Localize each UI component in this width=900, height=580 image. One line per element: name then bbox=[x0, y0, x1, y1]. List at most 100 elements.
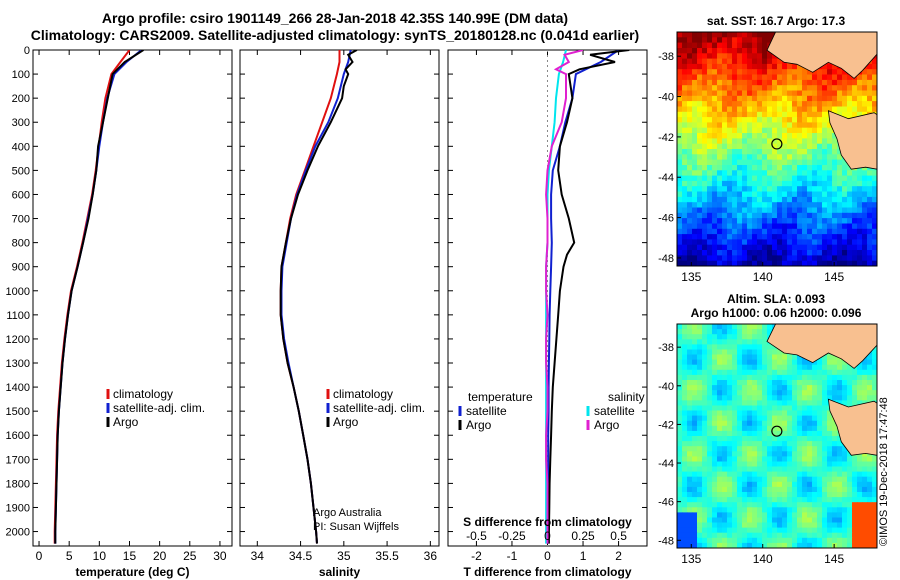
map-cell bbox=[737, 207, 743, 214]
map-cell bbox=[832, 502, 838, 508]
map-cell bbox=[757, 542, 763, 548]
map-cell bbox=[807, 400, 813, 407]
map-cell bbox=[782, 517, 788, 524]
map-cell bbox=[722, 364, 728, 371]
map-cell bbox=[812, 234, 818, 240]
x-tick-label: -2 bbox=[471, 549, 482, 563]
map-cell bbox=[807, 430, 813, 437]
map-cell bbox=[747, 63, 753, 70]
map-cell bbox=[697, 53, 703, 60]
map-cell bbox=[782, 369, 788, 376]
map-cell bbox=[802, 486, 808, 493]
map-cell bbox=[862, 244, 868, 251]
map-cell bbox=[692, 175, 698, 182]
map-cell bbox=[702, 138, 708, 145]
map-cell bbox=[872, 537, 877, 544]
map-y-tick-label: -44 bbox=[658, 172, 674, 184]
map-cell bbox=[702, 405, 708, 412]
map-cell bbox=[712, 165, 718, 171]
map-cell bbox=[727, 228, 733, 235]
map-cell bbox=[717, 234, 723, 240]
map-cell bbox=[827, 507, 833, 513]
map-cell bbox=[827, 63, 833, 70]
map-cell bbox=[857, 369, 863, 376]
map-cell bbox=[822, 364, 828, 371]
map-cell bbox=[762, 149, 768, 155]
map-cell bbox=[872, 390, 877, 396]
map-cell bbox=[702, 250, 708, 256]
y-tick-label: 1400 bbox=[6, 382, 30, 394]
map-cell bbox=[702, 255, 708, 262]
map-cell bbox=[732, 218, 738, 224]
map-cell bbox=[782, 486, 788, 493]
map-cell bbox=[757, 395, 763, 401]
map-cell bbox=[792, 250, 798, 256]
map-cell bbox=[707, 441, 713, 447]
map-cell bbox=[732, 380, 738, 386]
map-cell bbox=[702, 196, 708, 203]
land-mainland bbox=[766, 32, 877, 79]
map-cell bbox=[717, 218, 723, 224]
map-cell bbox=[692, 512, 698, 519]
map-cell bbox=[817, 202, 823, 209]
map-cell bbox=[687, 255, 693, 262]
map-cell bbox=[762, 405, 768, 412]
map-cell bbox=[687, 522, 693, 529]
map-cell bbox=[677, 122, 683, 129]
map-cell bbox=[807, 74, 813, 81]
map-cell bbox=[762, 42, 768, 49]
map-cell bbox=[677, 207, 683, 214]
map-cell bbox=[682, 502, 688, 508]
map-cell bbox=[687, 329, 693, 335]
map-cell bbox=[692, 218, 698, 224]
map-cell bbox=[702, 69, 708, 76]
map-cell bbox=[832, 106, 838, 113]
map-cell bbox=[857, 537, 863, 544]
map-cell bbox=[677, 159, 683, 166]
map-cell bbox=[797, 476, 803, 483]
map-cell bbox=[707, 410, 713, 417]
map-cell bbox=[712, 329, 718, 335]
map-cell bbox=[692, 456, 698, 463]
map-cell bbox=[707, 170, 713, 177]
map-y-tick-label: -46 bbox=[658, 213, 674, 225]
map-cell bbox=[707, 522, 713, 529]
map-cell bbox=[727, 476, 733, 483]
map-cell bbox=[797, 374, 803, 381]
map-cell bbox=[742, 255, 748, 262]
map-cell bbox=[692, 165, 698, 171]
map-cell bbox=[737, 106, 743, 113]
map-cell bbox=[817, 186, 823, 193]
map-cell bbox=[692, 527, 698, 534]
map-cell bbox=[742, 405, 748, 412]
map-cell bbox=[717, 542, 723, 548]
map-cell bbox=[797, 133, 803, 139]
map-cell bbox=[697, 390, 703, 396]
map-cell bbox=[757, 90, 763, 97]
map-cell bbox=[762, 344, 768, 351]
map-cell bbox=[777, 127, 783, 134]
map-cell bbox=[772, 74, 778, 81]
map-cell bbox=[812, 228, 818, 235]
map-cell bbox=[707, 117, 713, 123]
map-cell bbox=[802, 497, 808, 503]
map-cell bbox=[862, 364, 868, 371]
x-tick-label-secondary: 0.25 bbox=[571, 529, 595, 543]
map-cell bbox=[797, 127, 803, 134]
map-cell bbox=[757, 410, 763, 417]
map-cell bbox=[782, 522, 788, 529]
map-cell bbox=[787, 260, 793, 266]
map-cell bbox=[732, 441, 738, 447]
map-cell bbox=[812, 492, 818, 498]
map-cell bbox=[717, 436, 723, 442]
map-cell bbox=[682, 223, 688, 230]
map-cell bbox=[767, 492, 773, 498]
map-cell bbox=[737, 385, 743, 391]
map-cell bbox=[817, 196, 823, 203]
map-cell bbox=[782, 260, 788, 266]
map-cell bbox=[862, 390, 868, 396]
map-cell bbox=[802, 446, 808, 452]
map-cell bbox=[712, 32, 718, 38]
map-cell bbox=[692, 207, 698, 214]
map-cell bbox=[802, 202, 808, 209]
